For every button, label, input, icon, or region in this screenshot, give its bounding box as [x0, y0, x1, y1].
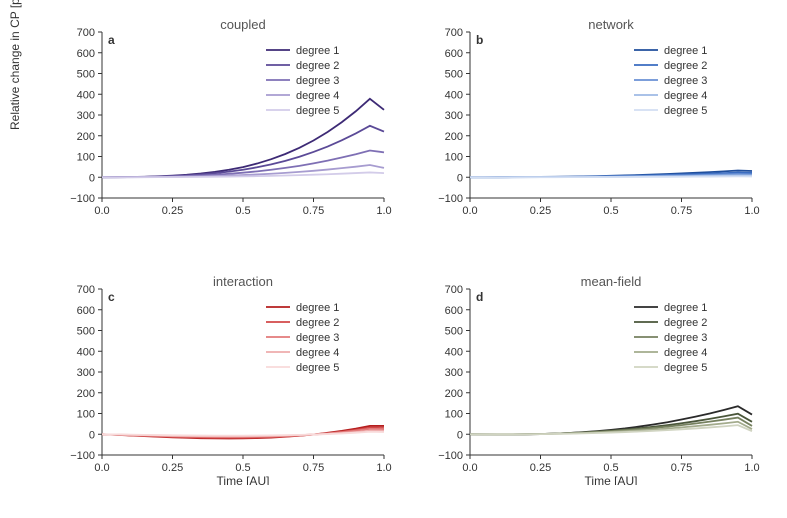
panel-svg-c: interaction c −100 0 100 200 300 400 500 600 700 0.…: [62, 275, 392, 485]
x-tick-label: 0.0: [94, 205, 109, 217]
y-tick-label: 0: [89, 172, 95, 184]
legend-label: degree 2: [664, 317, 707, 329]
y-tick-label: 700: [445, 284, 463, 296]
panel-letter: b: [476, 33, 483, 47]
y-tick-label: 100: [77, 152, 95, 164]
y-tick-label: 700: [77, 284, 95, 296]
y-tick-label: 700: [77, 27, 95, 39]
panel-c: interaction c −100 0 100 200 300 400 500 600 700 0.…: [62, 275, 392, 485]
legend-label: degree 3: [664, 75, 707, 87]
x-tick-label: 0.25: [162, 205, 183, 217]
y-tick-label: 600: [445, 48, 463, 60]
legend-label: degree 2: [296, 317, 339, 329]
x-tick-label: 0.75: [303, 462, 324, 474]
x-tick-label: 0.5: [603, 462, 618, 474]
legend-label: degree 2: [296, 60, 339, 72]
x-tick-label: 0.5: [235, 462, 250, 474]
y-tick-label: 100: [77, 409, 95, 421]
y-tick-label: 300: [77, 110, 95, 122]
legend-label: degree 4: [664, 90, 707, 102]
panel-a: coupled a −100 0 100 200 300 400 500 600 700 0.0 0.2…: [62, 18, 392, 228]
legend-label: degree 5: [664, 362, 707, 374]
panel-svg-d: mean-field d −100 0 100 200 300 400 500 600 700 0.0…: [430, 275, 760, 485]
y-tick-label: 400: [77, 346, 95, 358]
y-tick-label: 0: [457, 429, 463, 441]
x-tick-label: 0.25: [530, 462, 551, 474]
figure-root: Relative change in CP [percent] coupled a…: [0, 0, 787, 518]
x-tick-label: 1.0: [376, 205, 391, 217]
y-tick-label: 0: [457, 172, 463, 184]
legend-label: degree 1: [296, 45, 339, 57]
y-tick-label: 300: [77, 367, 95, 379]
legend-label: degree 4: [296, 90, 339, 102]
series-line-degree-2: [102, 126, 384, 177]
y-tick-label: −100: [70, 450, 95, 462]
x-tick-label: 0.25: [530, 205, 551, 217]
legend-label: degree 1: [664, 302, 707, 314]
x-tick-label: 1.0: [376, 462, 391, 474]
y-tick-label: −100: [438, 193, 463, 205]
y-axis-label-shared: Relative change in CP [percent]: [8, 0, 22, 130]
panel-letter: c: [108, 290, 115, 304]
y-tick-label: 300: [445, 110, 463, 122]
y-tick-label: 0: [89, 429, 95, 441]
legend-label: degree 3: [296, 332, 339, 344]
y-tick-label: 100: [445, 152, 463, 164]
legend-label: degree 3: [664, 332, 707, 344]
x-axis-label: Time [AU]: [585, 474, 638, 485]
y-tick-label: 500: [445, 69, 463, 81]
legend-label: degree 4: [664, 347, 707, 359]
x-tick-label: 0.0: [462, 205, 477, 217]
y-tick-label: 200: [445, 131, 463, 143]
x-tick-label: 0.0: [94, 462, 109, 474]
x-tick-label: 0.5: [603, 205, 618, 217]
series-line-degree-5: [470, 176, 752, 177]
y-tick-label: 600: [445, 305, 463, 317]
legend-label: degree 2: [664, 60, 707, 72]
legend-label: degree 5: [664, 105, 707, 117]
legend-label: degree 5: [296, 105, 339, 117]
x-tick-label: 0.0: [462, 462, 477, 474]
y-tick-label: 300: [445, 367, 463, 379]
legend-label: degree 1: [296, 302, 339, 314]
y-tick-label: 200: [77, 131, 95, 143]
legend-label: degree 4: [296, 347, 339, 359]
y-tick-label: 500: [77, 326, 95, 338]
y-tick-label: 600: [77, 48, 95, 60]
y-tick-label: 400: [445, 89, 463, 101]
panel-title: mean-field: [581, 275, 642, 289]
y-tick-label: 400: [77, 89, 95, 101]
panel-letter: d: [476, 290, 483, 304]
y-tick-label: 600: [77, 305, 95, 317]
panel-d: mean-field d −100 0 100 200 300 400 500 600 700 0.0…: [430, 275, 760, 485]
x-tick-label: 1.0: [744, 462, 759, 474]
x-tick-label: 0.5: [235, 205, 250, 217]
y-tick-label: −100: [438, 450, 463, 462]
legend-label: degree 3: [296, 75, 339, 87]
y-tick-label: 400: [445, 346, 463, 358]
legend-label: degree 1: [664, 45, 707, 57]
panel-letter: a: [108, 33, 115, 47]
x-tick-label: 0.75: [671, 462, 692, 474]
x-tick-label: 0.25: [162, 462, 183, 474]
legend-label: degree 5: [296, 362, 339, 374]
series-line-degree-1: [102, 99, 384, 177]
x-axis-label: Time [AU]: [217, 474, 270, 485]
y-tick-label: 500: [445, 326, 463, 338]
panel-b: network b −100 0 100 200 300 400 500 600 700 0.0 0.2…: [430, 18, 760, 228]
panel-title: network: [588, 18, 634, 32]
panel-svg-a: coupled a −100 0 100 200 300 400 500 600 700 0.0 0.2…: [62, 18, 392, 228]
y-tick-label: 200: [445, 388, 463, 400]
panel-title: coupled: [220, 18, 266, 32]
x-tick-label: 0.75: [303, 205, 324, 217]
y-tick-label: 500: [77, 69, 95, 81]
panel-svg-b: network b −100 0 100 200 300 400 500 600 700 0.0 0.2…: [430, 18, 760, 228]
x-tick-label: 0.75: [671, 205, 692, 217]
y-tick-label: 100: [445, 409, 463, 421]
y-tick-label: −100: [70, 193, 95, 205]
y-tick-label: 200: [77, 388, 95, 400]
x-tick-label: 1.0: [744, 205, 759, 217]
y-tick-label: 700: [445, 27, 463, 39]
panel-title: interaction: [213, 275, 273, 289]
